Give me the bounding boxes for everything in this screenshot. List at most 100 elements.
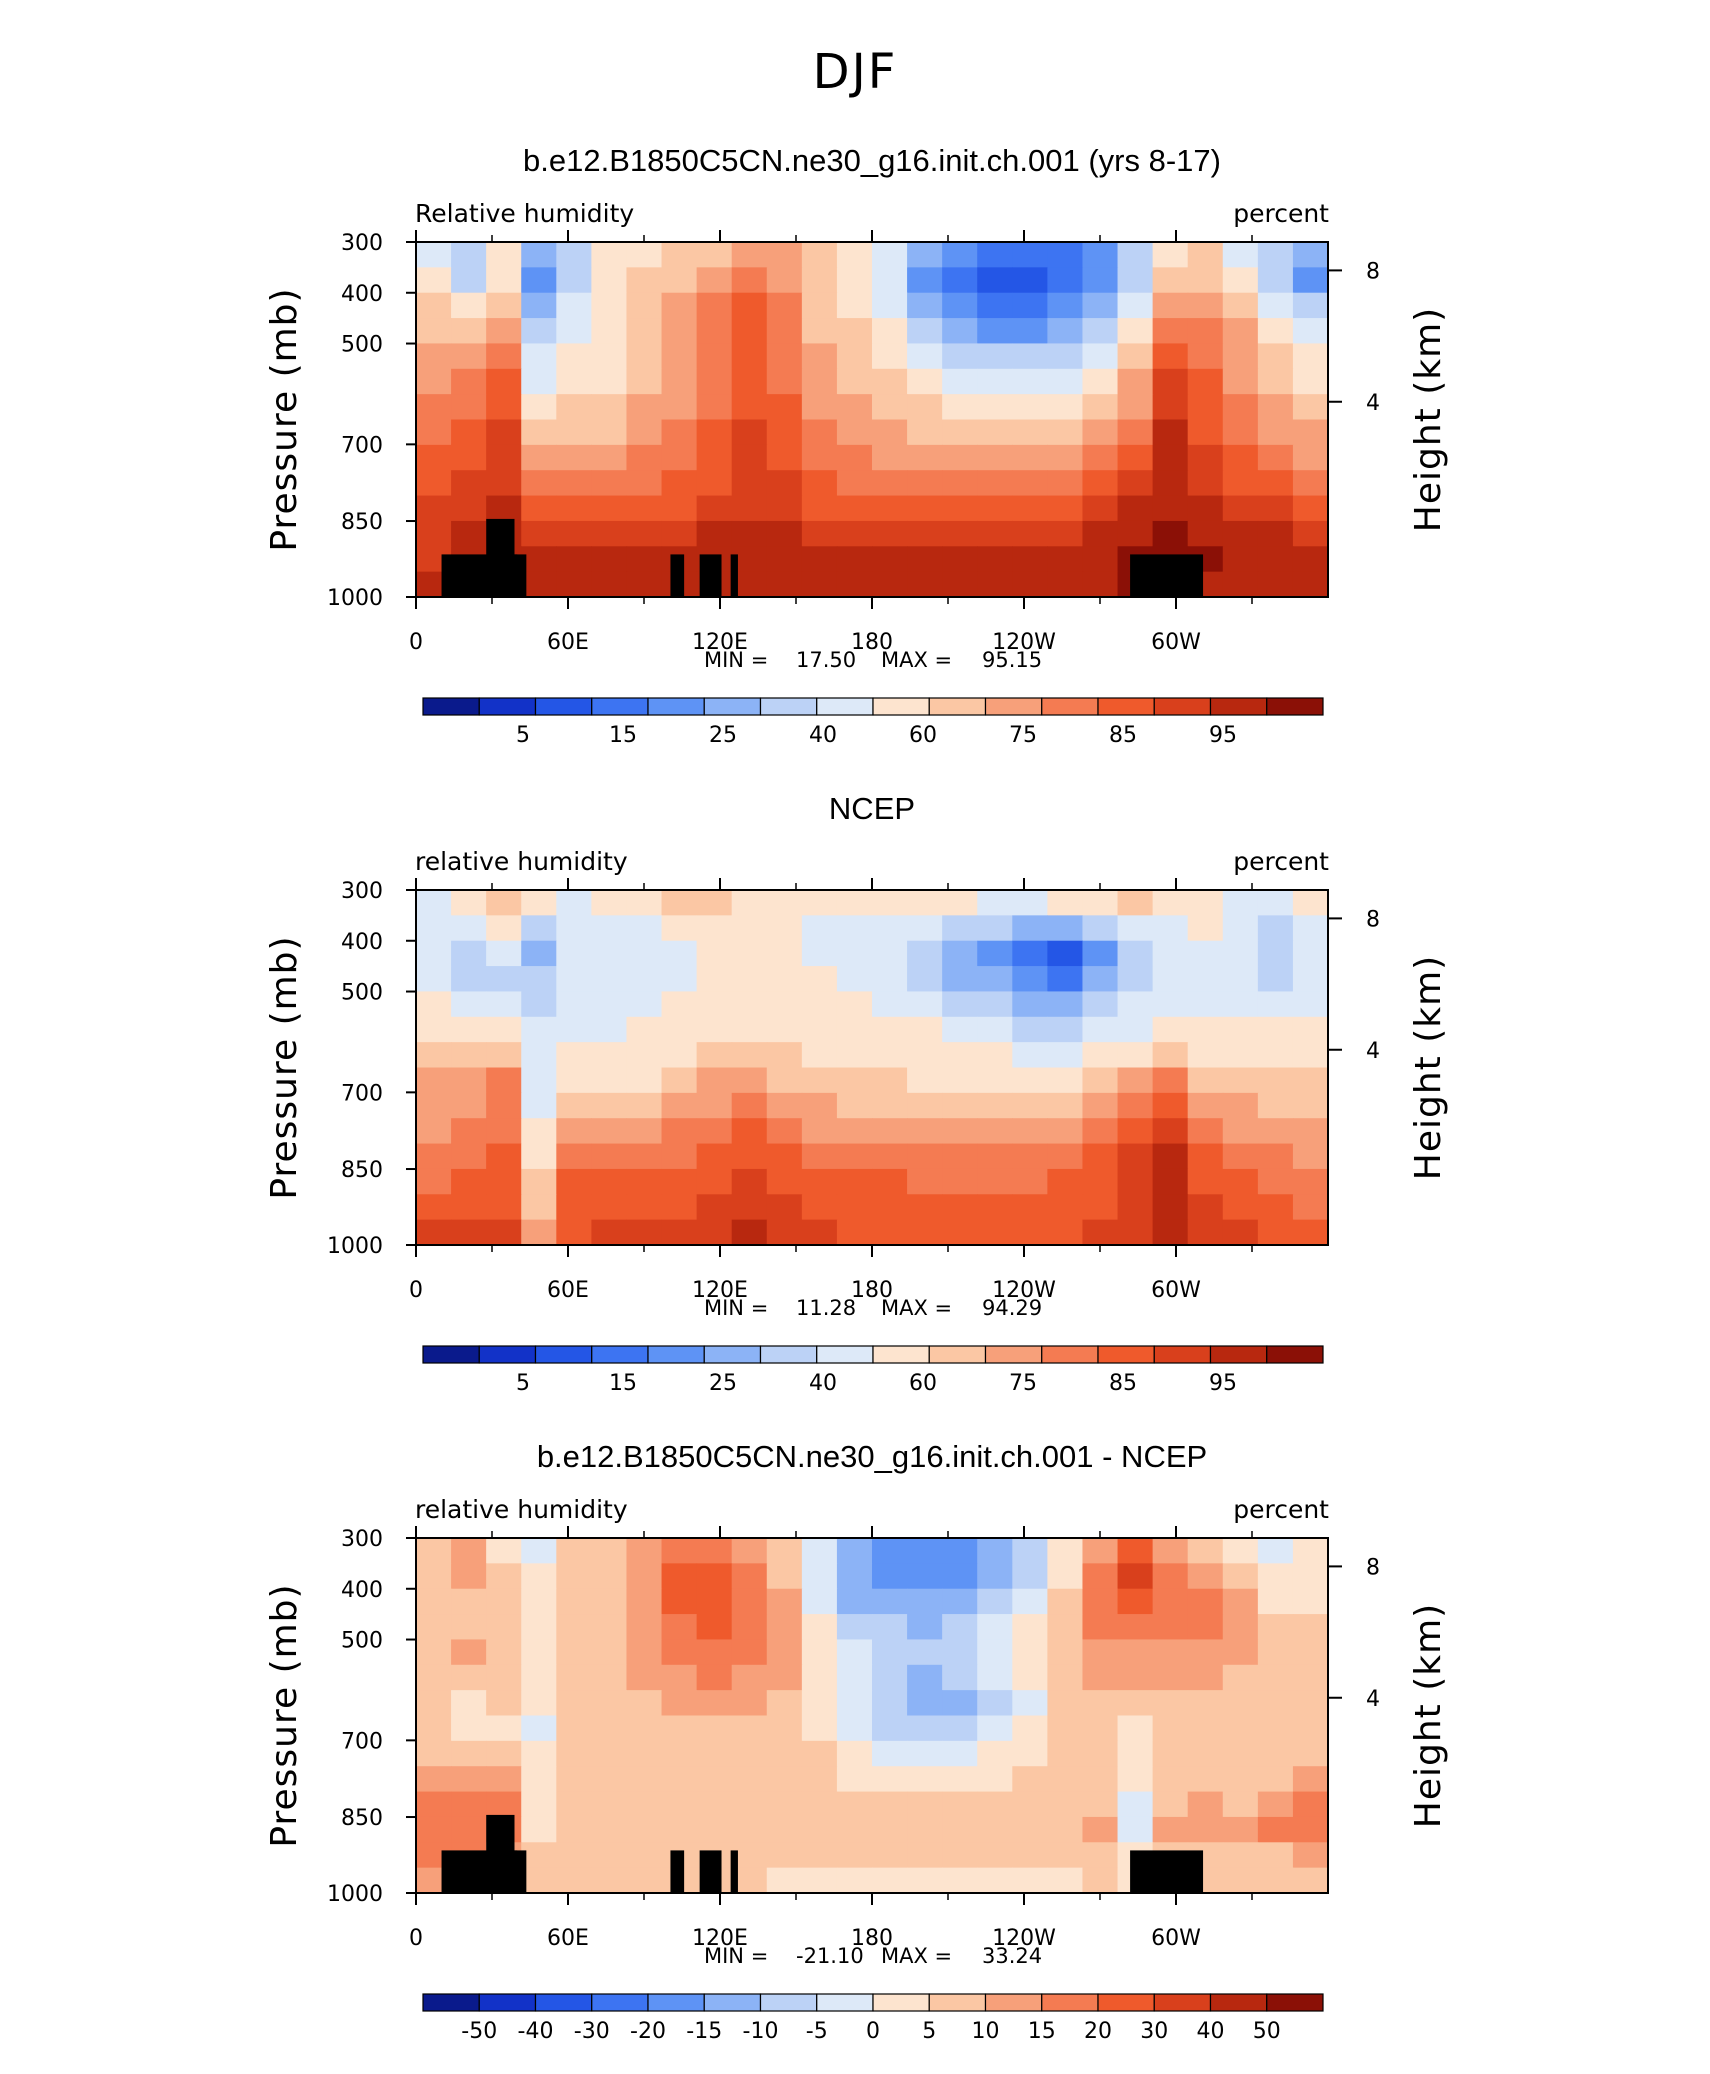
heatmap-cell	[1082, 1538, 1119, 1564]
heatmap-cell	[731, 520, 768, 547]
heatmap-cell	[1117, 915, 1154, 942]
heatmap-cell	[416, 368, 452, 395]
heatmap-cell	[1187, 1194, 1224, 1221]
heatmap-cell	[836, 1563, 873, 1590]
heatmap-cell	[1257, 1168, 1294, 1195]
heatmap-cell	[661, 966, 698, 993]
heatmap-cell	[661, 915, 698, 942]
heatmap-cell	[1047, 1067, 1084, 1094]
heatmap-cell	[1152, 1143, 1189, 1170]
heatmap-cell	[451, 1194, 487, 1221]
heatmap-cell	[836, 1791, 873, 1818]
heatmap-cell	[1117, 966, 1154, 993]
heatmap-cell	[591, 419, 628, 446]
heatmap-cell	[661, 890, 698, 916]
heatmap-cell	[451, 368, 487, 395]
heatmap-cell	[907, 1867, 943, 1894]
heatmap-cell	[1257, 368, 1294, 395]
heatmap-cell	[521, 292, 557, 319]
heatmap-cell	[1082, 1067, 1119, 1094]
heatmap-cell	[1047, 242, 1084, 268]
heatmap-cell	[872, 1842, 908, 1869]
heatmap-cell	[801, 1867, 838, 1894]
heatmap-cell	[1187, 292, 1224, 319]
heatmap-cell	[696, 1219, 733, 1246]
heatmap-cell	[942, 1690, 978, 1717]
heatmap-cell	[591, 343, 628, 370]
heatmap-cell	[1152, 1067, 1189, 1094]
heatmap-cell	[521, 495, 557, 522]
heatmap-cell	[977, 940, 1013, 967]
heatmap-cell	[731, 1538, 768, 1564]
heatmap-cell	[1047, 1016, 1084, 1043]
heatmap-cell	[1012, 915, 1048, 942]
heatmap-cell	[591, 1690, 628, 1717]
heatmap-cell	[836, 318, 873, 345]
heatmap-cell	[1152, 890, 1189, 916]
heatmap-cell	[1222, 1614, 1259, 1641]
heatmap-cell	[766, 966, 803, 993]
heatmap-cell	[801, 571, 838, 598]
heatmap-cell	[1082, 1791, 1119, 1818]
heatmap-cell	[977, 1766, 1013, 1793]
heatmap-cell	[1187, 1766, 1224, 1793]
heatmap-cell	[626, 1639, 663, 1666]
heatmap-cell	[766, 292, 803, 319]
heatmap-cell	[1152, 1791, 1189, 1818]
heatmap-cell	[731, 267, 768, 294]
heatmap-cell	[591, 318, 628, 345]
heatmap-cell	[836, 1614, 873, 1641]
heatmap-cell	[731, 1766, 768, 1793]
heatmap-cell	[1012, 444, 1048, 471]
heatmap-cell	[942, 1042, 978, 1069]
heatmap-cell	[696, 495, 733, 522]
heatmap-cell	[766, 1816, 803, 1843]
colorbar-swatch	[1266, 1345, 1324, 1364]
colorbar-swatch	[1041, 1345, 1099, 1364]
heatmap-cell	[1292, 890, 1329, 916]
heatmap-cell	[416, 343, 452, 370]
x-tick-label: 60W	[1151, 630, 1201, 655]
colorbar: 5 15 25 40 60 75 85 95	[422, 1345, 1324, 1396]
heatmap-cell	[521, 1016, 557, 1043]
heatmap-cell	[907, 242, 943, 268]
heatmap-cell	[907, 1664, 943, 1691]
heatmap-cell	[1187, 1715, 1224, 1742]
heatmap-cell	[766, 1766, 803, 1793]
heatmap-cell	[1222, 419, 1259, 446]
heatmap-cell	[661, 1816, 698, 1843]
heatmap-cell	[1222, 1588, 1259, 1615]
heatmap-cell	[1082, 966, 1119, 993]
heatmap-cell	[556, 1143, 592, 1170]
heatmap-cell	[1012, 940, 1048, 967]
x-tick-label: 180	[851, 630, 893, 655]
heatmap-cell	[836, 1168, 873, 1195]
heatmap-cell	[416, 1563, 452, 1590]
heatmap-cell	[1117, 890, 1154, 916]
heatmap-cell	[942, 1816, 978, 1843]
heatmap-cell	[1187, 1588, 1224, 1615]
heatmap-cell	[907, 292, 943, 319]
heatmap-cell	[1012, 292, 1048, 319]
heatmap-cell	[942, 1143, 978, 1170]
heatmap-cell	[1117, 1219, 1154, 1246]
heatmap-cell	[696, 1816, 733, 1843]
heatmap-cell	[977, 1067, 1013, 1094]
heatmap-cell	[1082, 1194, 1119, 1221]
heatmap-cell	[1292, 1588, 1329, 1615]
colorbar-label: 50	[1253, 2019, 1281, 2044]
heatmap-cell	[626, 991, 663, 1018]
heatmap-cell	[626, 1194, 663, 1221]
heatmap-cell	[1012, 242, 1048, 268]
heatmap-cell	[556, 1614, 592, 1641]
heatmap-cell	[416, 1219, 452, 1246]
heatmap-cell	[801, 242, 838, 268]
heatmap-cell	[1152, 444, 1189, 471]
colorbar-swatch	[1209, 1345, 1268, 1364]
heatmap-cell	[1257, 1715, 1294, 1742]
heatmap-cell	[1152, 1092, 1189, 1119]
heatmap-cell	[836, 1016, 873, 1043]
max-label: MAX =	[881, 648, 952, 672]
heatmap-cell	[416, 1614, 452, 1641]
heatmap-cell	[836, 1092, 873, 1119]
